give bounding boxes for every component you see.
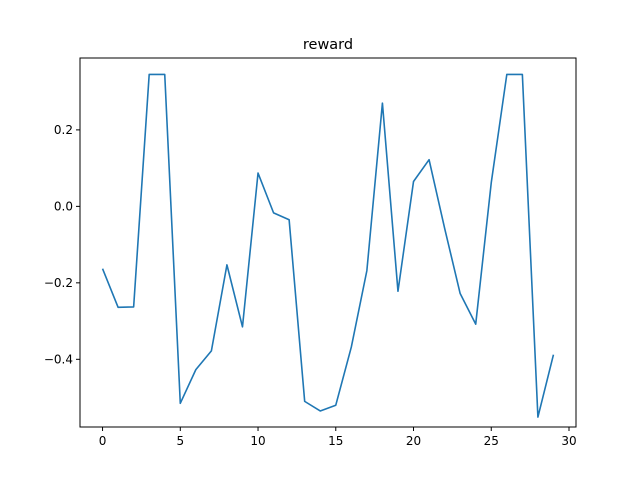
x-tick-label: 0 [99, 434, 107, 448]
y-tick-label: −0.4 [44, 352, 73, 366]
x-tick-label: 5 [176, 434, 184, 448]
y-tick-label: 0.2 [54, 123, 73, 137]
x-tick-label: 10 [250, 434, 265, 448]
x-tick-label: 20 [406, 434, 421, 448]
plot-area-frame [79, 57, 577, 428]
series-layer [101, 73, 555, 418]
axis-ticks: 0 5 10 15 20 25 30 −0.4 −0.2 0.0 0.2 [44, 123, 577, 448]
series-line-reward [101, 73, 555, 418]
y-tick-label: 0.0 [54, 199, 73, 213]
y-tick-label: −0.2 [44, 276, 73, 290]
x-tick-label: 25 [484, 434, 499, 448]
x-tick-label: 30 [561, 434, 576, 448]
x-tick-label: 15 [328, 434, 343, 448]
chart-title: reward [303, 37, 353, 53]
